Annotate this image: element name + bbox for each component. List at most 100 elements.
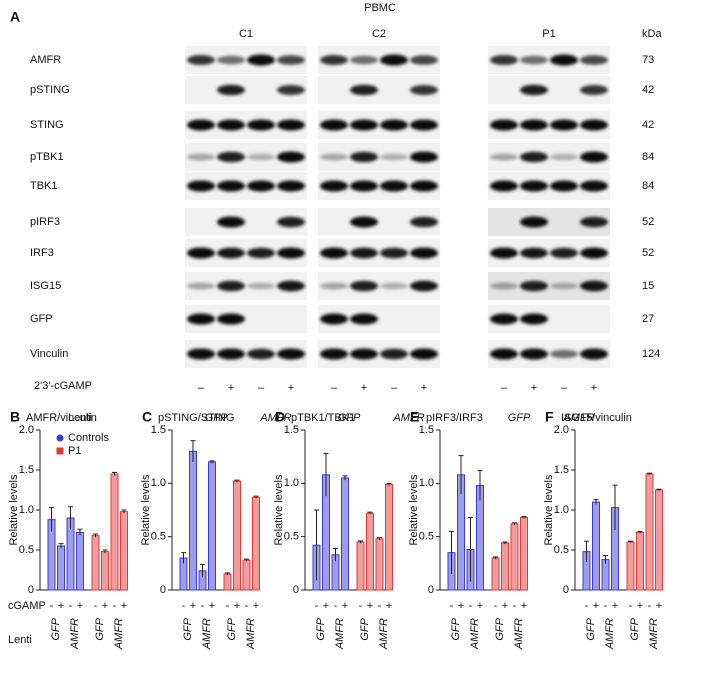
x-tick-label: + [234,600,240,612]
y-tick-label: 1.5 [151,424,166,436]
band [410,55,438,65]
band [490,119,518,131]
y-tick-label: 0.5 [419,531,434,543]
group-label: GFP [315,617,327,640]
band [217,348,245,360]
bar [510,523,519,591]
y-tick-label: 1.5 [19,464,34,476]
band [277,85,305,95]
band [520,247,548,259]
y-tick-label: 0 [293,584,299,596]
band [350,348,378,360]
x-tick-label: - [94,600,98,612]
band [580,216,608,228]
band [320,348,348,360]
y-tick-label: 0 [563,584,569,596]
group-label: AMFR [648,618,660,650]
x-tick-label: - [585,600,589,612]
row-label: IRF3 [30,247,54,259]
x-tick-label: - [648,600,652,612]
band [247,247,275,259]
row-label: AMFR [30,54,61,66]
x-tick-label: - [69,600,73,612]
band [580,348,608,360]
x-tick-label: + [502,600,508,612]
group-label: AMFR [378,618,390,650]
band [520,280,548,292]
band [217,280,245,292]
band [247,153,275,161]
lenti-label: GFP [205,412,228,424]
y-tick-label: 1.5 [284,424,299,436]
band [410,119,438,131]
x-tick-label: + [637,600,643,612]
band [350,216,378,228]
y-tick-label: 0.5 [284,531,299,543]
y-tick-label: 2.0 [19,424,34,436]
band [520,180,548,192]
row-label: GFP [30,313,53,325]
bar [491,557,500,591]
band [550,247,578,259]
band [217,216,245,228]
band [350,280,378,292]
band [217,151,245,163]
cgamp-sign: + [288,382,294,394]
band [580,180,608,192]
kda-value: 52 [642,247,654,259]
y-axis-label: Relative levels [8,474,20,545]
group-label: AMFR [113,618,125,650]
row-label: cGAMP [8,600,46,612]
panel-letter: C [142,409,152,425]
bar [233,480,241,591]
chart-title: pIRF3/IRF3 [426,412,483,424]
cgamp-sign: – [258,382,265,394]
band [490,313,518,325]
x-tick-label: + [323,600,329,612]
band [277,247,305,259]
band [350,180,378,192]
y-tick-label: 1.5 [554,464,569,476]
x-tick-label: + [190,600,196,612]
bar [520,516,528,591]
cgamp-sign: + [531,382,537,394]
band [320,282,348,290]
y-tick-label: 1.0 [419,477,434,489]
bar [110,473,119,591]
bar [645,473,654,591]
kda-value: 84 [642,151,654,163]
bar [223,573,232,591]
x-tick-label: - [513,600,517,612]
y-axis-label: Relative levels [408,474,420,545]
band [410,348,438,360]
group-label: AMFR [513,618,525,650]
band [490,282,518,290]
x-tick-label: - [334,600,338,612]
band [380,247,408,259]
band [490,247,518,259]
bar [375,538,384,591]
band [550,153,578,161]
cgamp-sign: + [591,382,597,394]
band [580,151,608,163]
y-tick-label: 0 [428,584,434,596]
band [550,349,578,359]
band [350,55,378,65]
chart-title: ISG15/vinculin [561,412,632,424]
bar [252,496,260,591]
x-tick-label: + [342,600,348,612]
band [350,119,378,131]
band [520,55,548,65]
cgamp-sign: + [361,382,367,394]
band [410,247,438,259]
y-tick-label: 1.5 [419,424,434,436]
x-tick-label: + [386,600,392,612]
band [320,119,348,131]
bar [208,461,216,591]
band [490,348,518,360]
x-tick-label: + [367,600,373,612]
band [277,348,305,360]
band [550,54,578,66]
band [380,54,408,66]
